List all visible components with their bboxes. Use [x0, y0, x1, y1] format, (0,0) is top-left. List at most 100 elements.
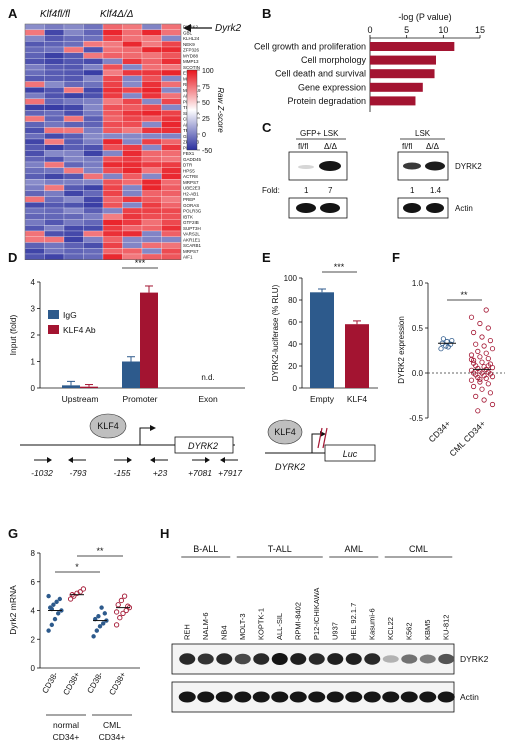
data-point [123, 607, 129, 614]
primer-arrowhead [205, 457, 210, 463]
heatmap-cell [102, 179, 123, 186]
heatmap-cell [44, 173, 65, 180]
blot-c-band [320, 203, 340, 213]
heatmap-cell [63, 156, 84, 163]
cell-line-label: KBM5 [423, 620, 432, 640]
blot-c-left-actin-box [288, 197, 348, 219]
heatmap-cell [44, 87, 65, 94]
heatmap-cell [24, 144, 45, 151]
heatmap-cell [63, 133, 84, 140]
heatmap-cell [122, 52, 143, 59]
blot-band [419, 654, 436, 664]
gene-label: POLR3G [183, 209, 202, 214]
heatmap-cell [44, 213, 65, 220]
heatmap-cell [161, 52, 182, 59]
blot-c-fold-value: 1 [410, 186, 415, 195]
tick-label-y: 60 [288, 318, 297, 327]
panel-a: A Klf4fl/fl Klf4Δ/Δ DYRK2GBLKLHL24NEK9ZF… [8, 6, 242, 260]
gene-label: DTR [183, 163, 193, 168]
heatmap-cell [102, 69, 123, 76]
heatmap-cell [63, 213, 84, 220]
category-label: KLF4 [347, 394, 368, 404]
heatmap-cell [122, 213, 143, 220]
heatmap-cell [63, 173, 84, 180]
heatmap-cell [102, 150, 123, 157]
heatmap-cell [63, 58, 84, 65]
heatmap-border [24, 23, 182, 260]
heatmap-cell [44, 167, 65, 174]
heatmap-cell [63, 29, 84, 36]
heatmap-cell [24, 242, 45, 249]
data-point [113, 609, 120, 615]
blot-c-fold-value: 1.4 [430, 186, 442, 195]
panel-letter-c: C [262, 120, 272, 135]
gene-label: FBX1 [183, 151, 195, 156]
heatmap-cell [161, 115, 182, 122]
heatmap-cell [122, 81, 143, 88]
data-point [485, 355, 491, 362]
gene-label: GTF2IB [183, 220, 199, 225]
heatmap-cell [102, 98, 123, 105]
heatmap-cell [141, 23, 162, 30]
blot-band [197, 653, 214, 665]
primer-position-label: +7081 [188, 468, 212, 478]
blot-band [234, 691, 252, 703]
heatmap-cell [161, 127, 182, 134]
heatmap-cell [83, 133, 104, 140]
heatmap-cell [141, 64, 162, 71]
heatmap-cell [63, 225, 84, 232]
heatmap-cell [161, 64, 182, 71]
gene-label: MYD88 [183, 53, 199, 58]
heatmap-cell [24, 46, 45, 53]
blot-c-band [403, 203, 421, 213]
heatmap-cell [24, 230, 45, 237]
gene-label: SCARB1 [183, 243, 202, 248]
data-point [440, 336, 446, 342]
heatmap-cell [122, 190, 143, 197]
category-label: CD38- [85, 670, 105, 695]
heatmap-cell [102, 52, 123, 59]
heatmap-cell [102, 190, 123, 197]
data-point [483, 307, 489, 313]
heatmap-cell [44, 236, 65, 243]
heatmap-cell [122, 46, 143, 53]
tick-label-y: 0 [31, 384, 36, 393]
heatmap-cell [24, 69, 45, 76]
blot-c-band [319, 161, 341, 171]
heatmap-cell [83, 161, 104, 168]
bar [370, 69, 435, 79]
heatmap-cell [24, 196, 45, 203]
heatmap-cell [122, 115, 143, 122]
heatmap-cell [83, 179, 104, 186]
category-label: CD34+ [426, 418, 452, 444]
heatmap-cell [83, 41, 104, 48]
heatmap-cell [122, 230, 143, 237]
panel-e-schematic: KLF4 Luc DYRK2 [265, 419, 376, 472]
heatmap-cell [122, 58, 143, 65]
data-point [473, 341, 479, 347]
heatmap-cell [122, 110, 143, 117]
heatmap-cell [141, 46, 162, 53]
tick-label-y: 1.0 [412, 279, 424, 288]
heatmap-cell [122, 98, 143, 105]
data-point [121, 593, 128, 599]
heatmap-cell [44, 161, 65, 168]
gene-label: MRPS7 [183, 180, 199, 185]
heatmap-cell [141, 127, 162, 134]
blot-band [216, 653, 233, 665]
data-point [485, 363, 491, 369]
heatmap-cell [161, 248, 182, 255]
heatmap-cell [44, 98, 65, 105]
panel-letter-f: F [392, 250, 400, 265]
blot-band [363, 691, 381, 703]
axis-label-x: -log (P value) [398, 12, 451, 22]
blot-c-band [426, 203, 444, 213]
cell-line-group-label: AML [344, 544, 363, 554]
heatmap-cell [102, 35, 123, 42]
legend-swatch [48, 310, 59, 319]
heatmap-cell [24, 64, 45, 71]
heatmap-cell [24, 81, 45, 88]
heatmap-cell [24, 202, 45, 209]
data-point [94, 628, 100, 633]
blot-c-band [296, 203, 316, 213]
